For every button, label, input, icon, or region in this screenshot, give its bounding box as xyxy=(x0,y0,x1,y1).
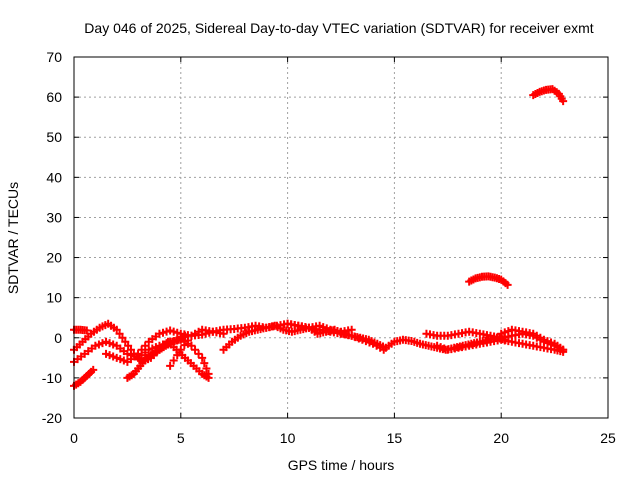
data-point-marker xyxy=(124,341,133,350)
series-arc-14 xyxy=(529,85,568,106)
data-point-marker xyxy=(112,325,121,334)
y-tick-label: -10 xyxy=(42,370,62,386)
data-point-marker xyxy=(118,333,127,342)
x-tick-label: 20 xyxy=(493,430,509,446)
y-tick-label: 0 xyxy=(54,330,62,346)
data-point-marker xyxy=(180,341,189,350)
data-point-marker xyxy=(121,337,130,346)
x-tick-label: 25 xyxy=(600,430,616,446)
y-tick-label: 60 xyxy=(46,89,62,105)
x-tick-label: 15 xyxy=(387,430,403,446)
plot-frame xyxy=(73,56,609,419)
y-tick-label: 10 xyxy=(46,290,62,306)
y-tick-label: 40 xyxy=(46,169,62,185)
chart-title: Day 046 of 2025, Sidereal Day-to-day VTE… xyxy=(84,20,593,36)
series-arc-07 xyxy=(166,325,228,370)
y-tick-label: 50 xyxy=(46,129,62,145)
grid-lines xyxy=(74,57,608,418)
series-arc-09 xyxy=(283,319,388,354)
data-point-marker xyxy=(559,97,568,106)
data-point-marker xyxy=(198,353,207,362)
data-point-marker xyxy=(200,359,209,368)
y-tick-label: 70 xyxy=(46,49,62,65)
data-point-marker xyxy=(141,341,150,350)
x-tick-label: 0 xyxy=(70,430,78,446)
data-point-marker xyxy=(187,341,196,350)
data-point-marker xyxy=(115,329,124,338)
x-axis-label: GPS time / hours xyxy=(288,457,395,473)
data-point-marker xyxy=(166,361,175,370)
x-tick-label: 5 xyxy=(177,430,185,446)
series-arc-04 xyxy=(70,365,98,390)
data-point-marker xyxy=(204,369,213,378)
data-point-marker xyxy=(82,326,91,335)
data-point-marker xyxy=(137,345,146,354)
data-point-marker xyxy=(219,329,228,338)
series-arc-11 xyxy=(433,335,568,356)
data-point-marker xyxy=(89,365,98,374)
data-point-marker xyxy=(503,280,512,289)
axis-ticks: 0 5 10 15 20 25 -20 -10 0 10 20 30 40 50 60 70 xyxy=(42,49,616,446)
series-arc-13 xyxy=(465,272,512,289)
data-marks xyxy=(70,85,568,390)
data-point-marker xyxy=(194,349,203,358)
y-tick-label: -20 xyxy=(42,410,62,426)
y-tick-label: 30 xyxy=(46,209,62,225)
x-tick-label: 10 xyxy=(280,430,296,446)
data-point-marker xyxy=(202,364,211,373)
data-point-marker xyxy=(191,345,200,354)
series-arc-06 xyxy=(123,331,190,382)
data-point-marker xyxy=(173,351,182,360)
data-point-marker xyxy=(379,345,388,354)
data-point-marker xyxy=(134,349,143,358)
data-point-marker xyxy=(183,336,192,345)
data-point-marker xyxy=(559,345,568,354)
y-tick-label: 20 xyxy=(46,250,62,266)
y-axis-label: SDTVAR / TECUs xyxy=(5,182,21,294)
data-point-marker xyxy=(176,345,185,354)
data-point-marker xyxy=(169,356,178,365)
series-arc-12 xyxy=(497,325,568,354)
